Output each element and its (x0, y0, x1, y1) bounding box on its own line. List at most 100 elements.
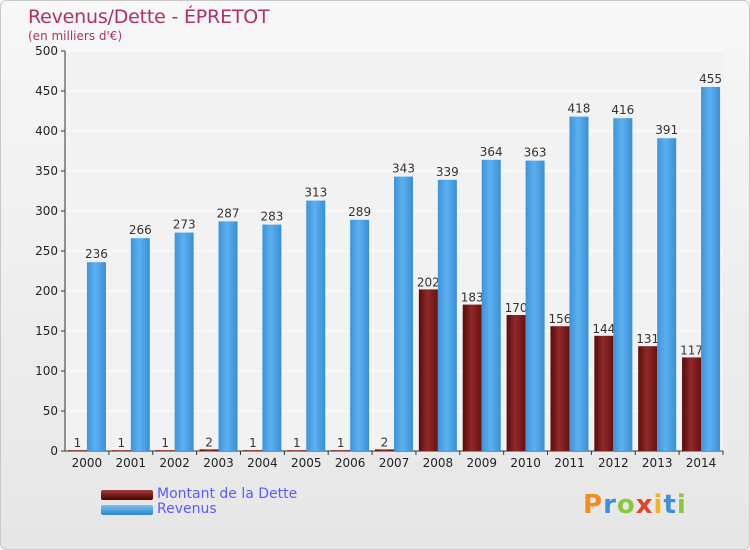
y-tick-label: 150 (35, 324, 58, 338)
legend-swatch-dette (101, 490, 153, 500)
logo-letter: P (583, 490, 604, 520)
x-tick-label: 2011 (554, 456, 585, 470)
x-tick-label: 2006 (335, 456, 366, 470)
bar-revenus (525, 160, 545, 451)
data-label-revenus: 363 (524, 146, 547, 160)
y-tick-label: 500 (35, 44, 58, 58)
bar-dette (67, 450, 87, 452)
bar-revenus (569, 116, 589, 451)
proxiti-logo: Proxiti (583, 490, 687, 520)
x-tick-label: 2000 (72, 456, 103, 470)
data-label-revenus: 339 (436, 165, 459, 179)
logo-letter: t (663, 490, 677, 520)
data-label-dette: 1 (293, 436, 301, 450)
bar-revenus (437, 179, 457, 452)
logo-letter: r (603, 490, 617, 520)
y-tick-label: 350 (35, 164, 58, 178)
chart-subtitle: (en milliers d'€) (28, 29, 123, 43)
x-tick-label: 2005 (291, 456, 322, 470)
x-tick-label: 2004 (247, 456, 278, 470)
data-label-revenus: 343 (392, 162, 415, 176)
logo-letter: o (616, 490, 636, 520)
bar-revenus (86, 262, 106, 451)
chart-title: Revenus/Dette - ÉPRETOT (28, 6, 270, 28)
data-label-dette: 156 (549, 312, 572, 326)
y-tick-label: 450 (35, 84, 58, 98)
x-tick-label: 2013 (642, 456, 673, 470)
x-tick-label: 2012 (598, 456, 629, 470)
data-label-dette: 183 (461, 291, 484, 305)
data-label-dette: 1 (74, 436, 82, 450)
logo-letter: i (653, 490, 664, 520)
bar-revenus (701, 87, 721, 451)
y-tick-label: 300 (35, 204, 58, 218)
bar-dette (506, 315, 526, 451)
y-tick-label: 50 (43, 404, 58, 418)
bar-revenus (218, 221, 238, 451)
data-label-revenus: 283 (260, 210, 283, 224)
y-tick-label: 100 (35, 364, 58, 378)
y-tick-label: 250 (35, 244, 58, 258)
data-label-dette: 117 (680, 343, 703, 357)
legend-label-dette: Montant de la Dette (157, 486, 298, 502)
legend-label-revenus: Revenus (157, 501, 217, 517)
data-label-revenus: 236 (85, 247, 108, 261)
y-tick-label: 400 (35, 124, 58, 138)
bar-revenus (613, 118, 633, 451)
y-tick-label: 200 (35, 284, 58, 298)
bar-dette (243, 450, 263, 452)
x-tick-label: 2001 (116, 456, 147, 470)
logo-letter: x (635, 490, 654, 520)
data-label-dette: 131 (636, 332, 659, 346)
bar-dette (375, 449, 394, 451)
data-label-revenus: 418 (568, 102, 591, 116)
bar-dette (331, 450, 351, 452)
data-label-dette: 202 (417, 275, 440, 289)
data-label-dette: 1 (249, 436, 257, 450)
bar-revenus (306, 200, 326, 451)
data-label-revenus: 313 (304, 186, 327, 200)
bar-dette (418, 289, 438, 451)
bar-revenus (174, 232, 194, 451)
x-tick-label: 2010 (510, 456, 541, 470)
data-label-revenus: 289 (348, 205, 371, 219)
bar-revenus (350, 219, 370, 451)
data-label-dette: 170 (505, 301, 528, 315)
bar-revenus (657, 138, 677, 451)
bar-dette (682, 357, 702, 451)
bar-dette (155, 450, 175, 452)
data-label-revenus: 391 (655, 123, 678, 137)
data-label-dette: 1 (161, 436, 169, 450)
bar-dette (462, 304, 482, 451)
bar-revenus (262, 224, 282, 451)
legend-swatch-revenus (101, 505, 153, 515)
x-tick-label: 2014 (686, 456, 717, 470)
data-label-revenus: 266 (129, 223, 152, 237)
data-label-dette: 1 (337, 436, 345, 450)
data-label-revenus: 416 (611, 103, 634, 117)
data-label-revenus: 273 (173, 218, 196, 232)
bar-revenus (394, 176, 413, 451)
bar-dette (594, 335, 614, 451)
data-label-dette: 144 (592, 322, 615, 336)
x-tick-label: 2008 (423, 456, 454, 470)
x-tick-label: 2003 (203, 456, 234, 470)
data-label-revenus: 455 (699, 72, 722, 86)
bar-revenus (130, 238, 150, 451)
x-tick-label: 2007 (379, 456, 410, 470)
bar-dette (287, 450, 307, 452)
data-label-revenus: 287 (217, 206, 240, 220)
bar-dette (111, 450, 131, 452)
bar-dette (199, 449, 219, 451)
bar-dette (550, 326, 570, 451)
data-label-dette: 1 (117, 436, 125, 450)
logo-letter: i (676, 490, 687, 520)
y-tick-label: 0 (50, 444, 58, 458)
data-label-revenus: 364 (480, 145, 503, 159)
data-label-dette: 2 (381, 435, 389, 449)
x-tick-label: 2009 (466, 456, 497, 470)
bar-revenus (481, 159, 501, 452)
bar-dette (638, 346, 658, 451)
